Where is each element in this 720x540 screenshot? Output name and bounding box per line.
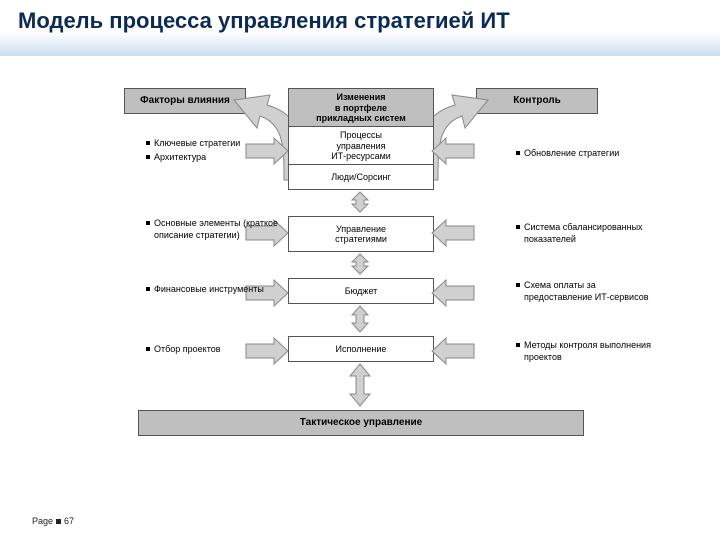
bullet: Схема оплаты за предоставление ИТ-сервис… — [516, 279, 656, 303]
gap-arrow-0 — [338, 190, 382, 214]
bullet: Система сбалансированных показателей — [516, 221, 656, 245]
left-group-0: Ключевые стратегии Архитектура — [106, 137, 286, 165]
left-group-2: Финансовые инструменты — [106, 283, 286, 297]
right-group-0: Обновление стратегии — [476, 147, 656, 161]
left-group-1: Основные элементы (краткое описание стра… — [106, 217, 286, 243]
diagram: Факторы влияния Контроль Изменения в пор… — [110, 88, 610, 488]
gap-arrow-2 — [338, 304, 382, 334]
center-box-0: Изменения в портфеле прикладных систем — [288, 88, 434, 128]
footer-label: Page — [32, 516, 53, 526]
bullet: Методы контроля выполнения проектов — [516, 339, 656, 363]
bullet: Обновление стратегии — [516, 147, 656, 159]
right-arrow-0 — [430, 136, 476, 166]
center-box-2: Люди/Сорсинг — [288, 164, 434, 190]
gap-arrow-1 — [338, 252, 382, 276]
page-footer: Page 67 — [32, 516, 74, 526]
bullet: Архитектура — [146, 151, 286, 163]
bullet: Отбор проектов — [146, 343, 286, 355]
left-group-3: Отбор проектов — [106, 343, 286, 357]
right-arrow-2 — [430, 278, 476, 308]
center-box-1: Процессы управления ИТ-ресурсами — [288, 126, 434, 166]
bottom-box: Тактическое управление — [138, 410, 584, 436]
right-group-2: Схема оплаты за предоставление ИТ-сервис… — [476, 279, 656, 305]
bullet: Ключевые стратегии — [146, 137, 286, 149]
slide-title: Модель процесса управления стратегией ИТ — [18, 8, 510, 34]
right-group-1: Система сбалансированных показателей — [476, 221, 656, 247]
bullet: Финансовые инструменты — [146, 283, 286, 295]
bullet: Основные элементы (краткое описание стра… — [146, 217, 286, 241]
title-band: Модель процесса управления стратегией ИТ — [0, 0, 720, 56]
center-box-3: Управление стратегиями — [288, 216, 434, 252]
center-box-5: Исполнение — [288, 336, 434, 362]
right-arrow-3 — [430, 336, 476, 366]
updown-arrow — [344, 362, 376, 408]
right-arrow-1 — [430, 218, 476, 248]
footer-pagenum: 67 — [64, 516, 74, 526]
right-group-3: Методы контроля выполнения проектов — [476, 339, 656, 365]
center-box-4: Бюджет — [288, 278, 434, 304]
footer-square-icon — [56, 519, 61, 524]
title-underline — [0, 32, 720, 56]
